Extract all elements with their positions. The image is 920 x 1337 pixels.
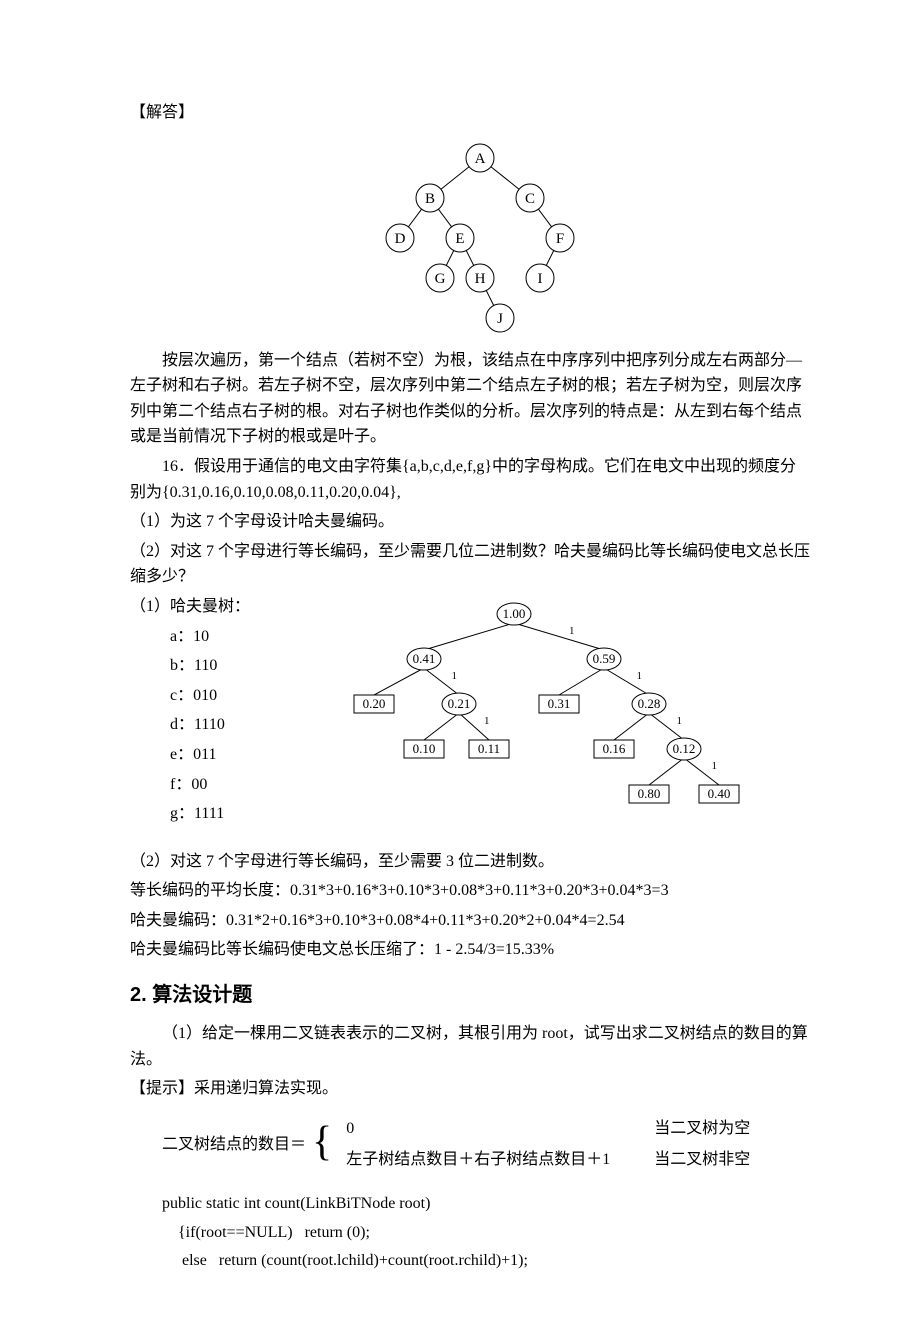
code-a: a：10 (170, 624, 290, 650)
svg-text:0.41: 0.41 (413, 651, 436, 666)
piecewise-formula: 二叉树结点的数目＝ { 0 当二叉树为空 左子树结点数目＋右子树结点数目＋1 当… (162, 1112, 810, 1177)
svg-text:G: G (435, 271, 446, 287)
para-1: 按层次遍历，第一个结点（若树不空）为根，该结点在中序序列中把序列分成左右两部分—… (130, 348, 810, 450)
code-e: e：011 (170, 742, 290, 768)
svg-text:0.11: 0.11 (478, 741, 500, 756)
q1-line: （1）为这 7 个字母设计哈夫曼编码。 (130, 509, 810, 535)
para-2: 16．假设用于通信的电文由字符集{a,b,c,d,e,f,g}中的字母构成。它们… (130, 454, 810, 505)
code-c: c：010 (170, 683, 290, 709)
formula-lhs: 二叉树结点的数目＝ (162, 1132, 306, 1158)
hint-label: 【提示】采用递归算法实现。 (130, 1076, 810, 1102)
svg-text:J: J (497, 311, 503, 327)
code-line: else return (count(root.lchild)+count(ro… (162, 1248, 810, 1274)
svg-text:0.20: 0.20 (363, 696, 386, 711)
p2-line-0: （2）对这 7 个字母进行等长编码，至少需要 3 位二进制数。 (130, 849, 810, 875)
svg-text:0.28: 0.28 (638, 696, 661, 711)
answer1-label: （1）哈夫曼树： (130, 594, 290, 620)
huffman-tree-diagram: 1 1 1 1 1 1 1.00 0.41 0.59 0.21 0.28 0.12 0.20 0.31 0.… (314, 594, 754, 819)
svg-text:B: B (425, 191, 435, 207)
p2-line-1: 等长编码的平均长度：0.31*3+0.16*3+0.10*3+0.08*3+0.… (130, 878, 810, 904)
brace-icon: { (312, 1121, 332, 1163)
svg-text:0.10: 0.10 (413, 741, 436, 756)
svg-text:1: 1 (452, 670, 458, 682)
svg-text:E: E (455, 231, 464, 247)
svg-text:F: F (556, 231, 564, 247)
svg-text:0.16: 0.16 (603, 741, 626, 756)
code-f: f：00 (170, 772, 290, 798)
answer-label: 【解答】 (130, 100, 810, 126)
svg-text:0.12: 0.12 (673, 741, 696, 756)
svg-text:I: I (538, 271, 543, 287)
svg-text:0.21: 0.21 (448, 696, 471, 711)
svg-text:0.59: 0.59 (593, 651, 616, 666)
svg-text:0.40: 0.40 (708, 786, 731, 801)
code-line: {if(root==NULL) return (0); (162, 1220, 810, 1246)
code-d: d：1110 (170, 712, 290, 738)
svg-text:1: 1 (484, 715, 490, 727)
q2-line: （2）对这 7 个字母进行等长编码，至少需要几位二进制数？哈夫曼编码比等长编码使… (130, 539, 810, 590)
svg-text:D: D (395, 231, 406, 247)
svg-text:H: H (475, 271, 486, 287)
p2-line-2: 哈夫曼编码：0.31*2+0.16*3+0.10*3+0.08*4+0.11*3… (130, 908, 810, 934)
code-g: g：1111 (170, 801, 290, 827)
case-expr: 左子树结点数目＋右子树结点数目＋1 (340, 1145, 646, 1175)
formula-cases: 0 当二叉树为空 左子树结点数目＋右子树结点数目＋1 当二叉树非空 (338, 1112, 788, 1177)
binary-tree-diagram: A B C D E F G H I J (320, 138, 620, 338)
p2-line-3: 哈夫曼编码比等长编码使电文总长压缩了：1 - 2.54/3=15.33% (130, 937, 810, 963)
svg-text:1: 1 (712, 760, 718, 772)
svg-text:A: A (475, 151, 486, 167)
section-heading-2: 2. 算法设计题 (130, 979, 810, 1011)
svg-text:1: 1 (677, 715, 683, 727)
case-expr: 0 (340, 1114, 646, 1144)
code-b: b：110 (170, 653, 290, 679)
svg-text:0.80: 0.80 (638, 786, 661, 801)
code-block: public static int count(LinkBiTNode root… (162, 1191, 810, 1274)
para2-1: （1）给定一棵用二叉链表表示的二叉树，其根引用为 root，试写出求二叉树结点的… (130, 1021, 810, 1072)
svg-text:0.31: 0.31 (548, 696, 571, 711)
code-line: public static int count(LinkBiTNode root… (162, 1191, 810, 1217)
case-cond: 当二叉树为空 (648, 1114, 786, 1144)
case-cond: 当二叉树非空 (648, 1145, 786, 1175)
svg-text:1.00: 1.00 (503, 606, 526, 621)
svg-text:1: 1 (637, 670, 643, 682)
svg-text:1: 1 (569, 625, 575, 637)
svg-text:C: C (525, 191, 535, 207)
